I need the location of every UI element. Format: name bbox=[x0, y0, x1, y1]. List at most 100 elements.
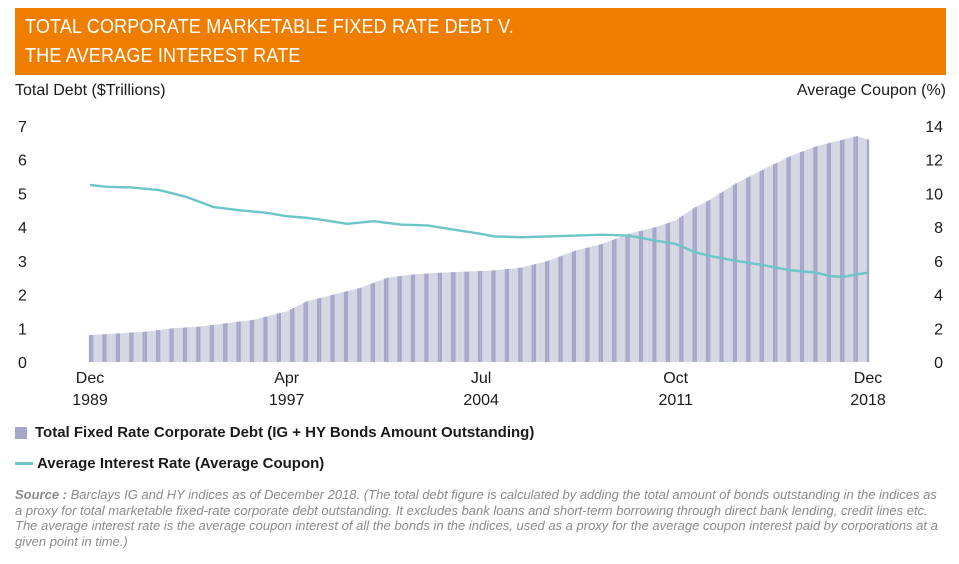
debt-bar bbox=[681, 215, 684, 362]
debt-bar bbox=[138, 332, 141, 362]
debt-bar bbox=[851, 137, 854, 362]
debt-bar bbox=[388, 277, 391, 362]
source-prefix: Source : bbox=[15, 487, 68, 502]
right-axis-tick-label: 0 bbox=[934, 355, 943, 372]
left-axis-title: Total Debt ($Trillions) bbox=[15, 82, 166, 99]
left-axis-tick-label: 1 bbox=[18, 321, 27, 338]
debt-bar bbox=[799, 152, 803, 362]
debt-bar bbox=[475, 271, 478, 362]
debt-bar bbox=[685, 212, 689, 362]
debt-bar bbox=[513, 268, 516, 362]
debt-bar bbox=[793, 154, 796, 362]
left-axis-tick-label: 6 bbox=[18, 153, 27, 170]
debt-bar bbox=[384, 278, 387, 362]
debt-bar bbox=[692, 208, 695, 362]
debt-bar bbox=[473, 271, 476, 362]
debt-bar bbox=[368, 284, 371, 362]
legend-line-swatch bbox=[15, 462, 33, 465]
debt-bar bbox=[124, 332, 127, 362]
debt-bar bbox=[576, 250, 579, 362]
debt-bar bbox=[500, 269, 503, 362]
x-tick-label-month: Jul bbox=[471, 370, 491, 387]
debt-bar bbox=[390, 277, 393, 362]
debt-bar bbox=[580, 249, 583, 362]
debt-bar bbox=[645, 229, 648, 362]
debt-bar bbox=[330, 295, 333, 362]
debt-bar bbox=[641, 230, 644, 362]
debt-bar bbox=[705, 201, 709, 362]
right-axis-tick-label: 14 bbox=[925, 119, 943, 136]
x-tick-label-year: 2004 bbox=[463, 392, 499, 409]
debt-bar bbox=[625, 234, 628, 362]
debt-bar bbox=[446, 272, 449, 362]
debt-bar bbox=[696, 205, 700, 362]
debt-bar bbox=[129, 332, 132, 362]
debt-bar bbox=[616, 238, 619, 362]
debt-bar bbox=[426, 273, 429, 362]
debt-bar bbox=[321, 297, 324, 362]
debt-bar bbox=[603, 243, 606, 362]
debt-bar bbox=[111, 333, 114, 362]
debt-bar bbox=[652, 227, 655, 362]
debt-bar bbox=[632, 232, 635, 362]
debt-bar bbox=[104, 334, 107, 362]
debt-bar bbox=[269, 315, 273, 362]
debt-bar bbox=[100, 334, 103, 362]
debt-bar bbox=[837, 140, 841, 362]
debt-bar bbox=[294, 306, 297, 362]
legend-item-coupon: Average Interest Rate (Average Coupon) bbox=[15, 455, 324, 472]
debt-bar bbox=[781, 159, 785, 362]
legend-item-debt: Total Fixed Rate Corporate Debt (IG + HY… bbox=[15, 424, 534, 441]
debt-bar bbox=[533, 264, 536, 362]
debt-bar bbox=[529, 265, 532, 362]
debt-bar bbox=[305, 301, 308, 362]
debt-bar bbox=[144, 331, 147, 362]
debt-bar bbox=[598, 244, 601, 362]
debt-bar bbox=[422, 273, 425, 362]
debt-bar bbox=[227, 322, 230, 362]
debt-bar bbox=[730, 186, 733, 362]
debt-bar bbox=[258, 318, 262, 362]
debt-bar bbox=[196, 326, 199, 362]
debt-bar bbox=[683, 214, 686, 362]
debt-bar bbox=[339, 292, 342, 362]
debt-bar bbox=[460, 271, 463, 362]
debt-bar bbox=[582, 248, 586, 362]
left-axis-tick-label: 0 bbox=[18, 355, 27, 372]
debt-bar bbox=[699, 204, 702, 362]
debt-bar bbox=[468, 271, 472, 362]
debt-bar bbox=[102, 334, 105, 362]
debt-bar bbox=[348, 290, 351, 362]
debt-bar bbox=[243, 320, 246, 362]
debt-bar bbox=[191, 327, 194, 362]
debt-bar bbox=[835, 141, 838, 362]
debt-bar bbox=[562, 254, 566, 362]
debt-bar bbox=[254, 319, 257, 362]
debt-bar bbox=[375, 281, 378, 362]
debt-bar bbox=[656, 226, 659, 362]
debt-bar bbox=[679, 217, 682, 362]
debt-bar bbox=[323, 296, 326, 362]
debt-bar bbox=[149, 331, 152, 362]
left-axis-tick-label: 3 bbox=[18, 254, 27, 271]
debt-bar bbox=[710, 198, 713, 362]
debt-bar bbox=[486, 270, 490, 362]
debt-bar bbox=[225, 323, 228, 362]
right-axis-tick-label: 10 bbox=[925, 186, 943, 203]
debt-bar bbox=[404, 275, 407, 362]
debt-bar bbox=[453, 272, 456, 362]
debt-bar bbox=[147, 331, 150, 362]
debt-bar bbox=[636, 231, 639, 362]
debt-bar bbox=[607, 241, 610, 362]
debt-bar bbox=[509, 268, 512, 362]
debt-bar bbox=[95, 334, 98, 362]
debt-bar bbox=[703, 202, 706, 362]
debt-bar bbox=[605, 242, 608, 362]
debt-bar bbox=[303, 302, 306, 362]
debt-bar bbox=[442, 272, 445, 362]
debt-bar bbox=[287, 310, 291, 362]
debt-bar bbox=[439, 272, 443, 362]
debt-bar bbox=[180, 327, 183, 362]
debt-bar bbox=[515, 268, 519, 362]
debt-bar bbox=[719, 193, 722, 362]
